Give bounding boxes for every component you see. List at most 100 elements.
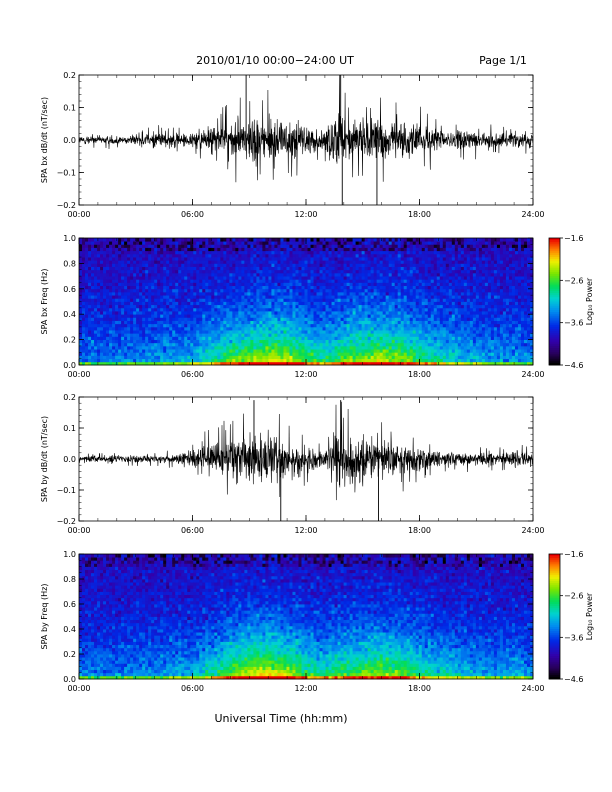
- spectrogram-cell: [91, 288, 95, 293]
- spectrogram-cell: [262, 314, 266, 318]
- spectrogram-cell: [319, 298, 323, 302]
- spectrogram-cell: [436, 336, 441, 340]
- spectrogram-cell: [415, 263, 420, 267]
- spectrogram-cell: [190, 276, 194, 280]
- spectrogram-cell: [274, 279, 278, 283]
- spectrogram-cell: [88, 345, 92, 350]
- spectrogram-cell: [433, 263, 438, 267]
- spectrogram-cell: [202, 257, 206, 261]
- spectrogram-cell: [421, 263, 426, 267]
- spectrogram-cell: [223, 352, 227, 356]
- spectrogram-cell: [379, 285, 384, 290]
- spectrogram-cell: [103, 301, 107, 306]
- spectrogram-cell: [316, 266, 320, 271]
- spectrogram-cell: [262, 326, 266, 331]
- spectrogram-cell: [256, 244, 260, 248]
- spectrogram-cell: [262, 260, 266, 264]
- spectrogram-cell: [346, 247, 350, 252]
- spectrogram-cell: [238, 285, 242, 290]
- spectrogram-cell: [322, 288, 326, 293]
- spectrogram-cell: [259, 336, 263, 340]
- spectrogram-cell: [238, 339, 242, 344]
- spectrogram-cell: [166, 247, 170, 252]
- spectrogram-cell: [337, 304, 341, 309]
- spectrogram-cell: [358, 320, 363, 325]
- spectrogram-cell: [367, 301, 372, 306]
- spectrogram-cell: [133, 244, 137, 248]
- spectrogram-cell: [238, 241, 242, 245]
- spectrogram-cell: [220, 298, 224, 302]
- spectrogram-cell: [292, 345, 296, 350]
- spectrogram-cell: [301, 336, 305, 340]
- spectrogram-cell: [352, 336, 357, 340]
- spectrogram-cell: [220, 241, 224, 245]
- spectrogram-cell: [157, 250, 161, 255]
- spectrogram-cell: [400, 260, 405, 264]
- spectrogram-cell: [298, 307, 302, 312]
- spectrogram-cell: [163, 307, 167, 312]
- spectrogram-cell: [130, 291, 134, 296]
- spectrogram-cell: [331, 301, 335, 306]
- spectrogram-cell: [196, 307, 200, 312]
- spectrogram-cell: [436, 339, 441, 344]
- spectrogram-cell: [253, 238, 257, 242]
- spectrogram-cell: [175, 323, 179, 328]
- spectrogram-cell: [409, 355, 414, 360]
- spectrogram-cell: [184, 320, 188, 325]
- spectrogram-cell: [406, 279, 411, 283]
- spectrogram-cell: [412, 349, 417, 353]
- spectrogram-cell: [304, 266, 308, 271]
- spectrogram-cell: [265, 314, 269, 318]
- spectrogram-cell: [133, 301, 137, 306]
- spectrogram-cell: [316, 304, 320, 309]
- spectrogram-cell: [352, 285, 357, 290]
- spectrogram-cell: [325, 238, 329, 242]
- spectrogram-cell: [391, 336, 396, 340]
- spectrogram-cell: [232, 311, 236, 315]
- spectrogram-cell: [397, 339, 402, 344]
- spectrogram-cell: [364, 279, 369, 283]
- spectrogram-cell: [250, 244, 254, 248]
- spectrogram-cell: [175, 244, 179, 248]
- spectrogram-cell: [349, 276, 354, 280]
- spectrogram-cell: [370, 301, 375, 306]
- spectrogram-cell: [178, 257, 182, 261]
- spectrogram-cell: [268, 285, 272, 290]
- spectrogram-cell: [121, 323, 125, 328]
- spectrogram-cell: [397, 358, 402, 363]
- spectrogram-cell: [301, 253, 305, 258]
- spectrogram-cell: [268, 263, 272, 267]
- spectrogram-cell: [190, 250, 194, 255]
- spectrogram-cell: [154, 358, 158, 363]
- spectrogram-cell: [385, 311, 390, 315]
- spectrogram-cell: [388, 291, 393, 296]
- spectrogram-cell: [439, 266, 444, 271]
- spectrogram-cell: [193, 326, 197, 331]
- spectrogram-cell: [259, 323, 263, 328]
- spectrogram-cell: [298, 358, 302, 363]
- spectrogram-cell: [226, 355, 230, 360]
- spectrogram-cell: [304, 260, 308, 264]
- spectrogram-cell: [223, 244, 227, 248]
- spectrogram-cell: [136, 295, 140, 299]
- spectrogram-cell: [130, 301, 134, 306]
- spectrogram-cell: [130, 320, 134, 325]
- spectrogram-cell: [382, 291, 387, 296]
- spectrogram-cell: [373, 323, 378, 328]
- spectrogram-cell: [271, 272, 275, 277]
- spectrogram-cell: [82, 238, 86, 242]
- spectrogram-cell: [82, 361, 86, 366]
- spectrogram-cell: [133, 288, 137, 293]
- spectrogram-cell: [340, 291, 344, 296]
- spectrogram-cell: [97, 352, 101, 356]
- spectrogram-cell: [139, 339, 143, 344]
- spectrogram-cell: [304, 330, 308, 334]
- spectrogram-cell: [205, 288, 209, 293]
- spectrogram-cell: [388, 336, 393, 340]
- spectrogram-cell: [283, 358, 287, 363]
- spectrogram-cell: [151, 326, 155, 331]
- spectrogram-cell: [382, 250, 387, 255]
- spectrogram-cell: [337, 269, 341, 274]
- spectrogram-cell: [304, 291, 308, 296]
- spectrogram-cell: [217, 282, 221, 287]
